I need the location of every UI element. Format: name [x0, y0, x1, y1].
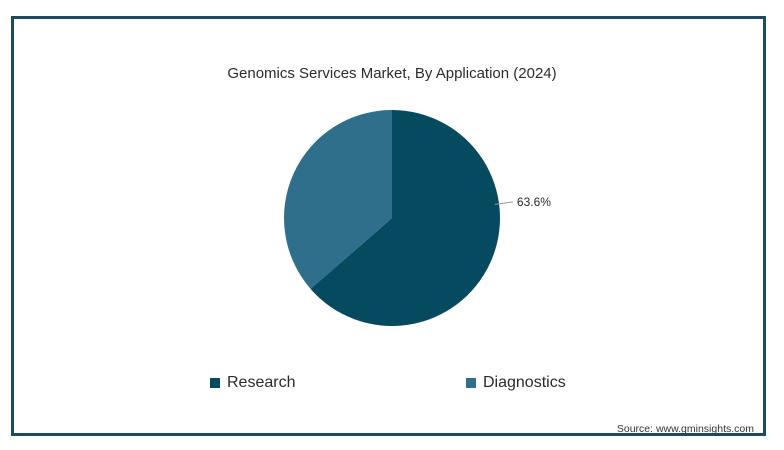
legend-swatch-diagnostics [466, 378, 476, 388]
legend-item-research: Research [210, 374, 295, 392]
legend-swatch-research [210, 378, 220, 388]
pie-slice-diagnostics [284, 109, 392, 289]
legend-label-research: Research [227, 374, 296, 391]
legend-label-diagnostics: Diagnostics [483, 374, 566, 391]
pie-slice-research [310, 110, 500, 326]
data-label-leader-research [494, 201, 514, 205]
source-note: Source: www.gminsights.com [616, 423, 754, 435]
chart-title: Genomics Services Market, By Application… [227, 65, 557, 82]
data-label-research: 63.6% [517, 195, 551, 209]
legend-item-diagnostics: Diagnostics [466, 374, 566, 392]
